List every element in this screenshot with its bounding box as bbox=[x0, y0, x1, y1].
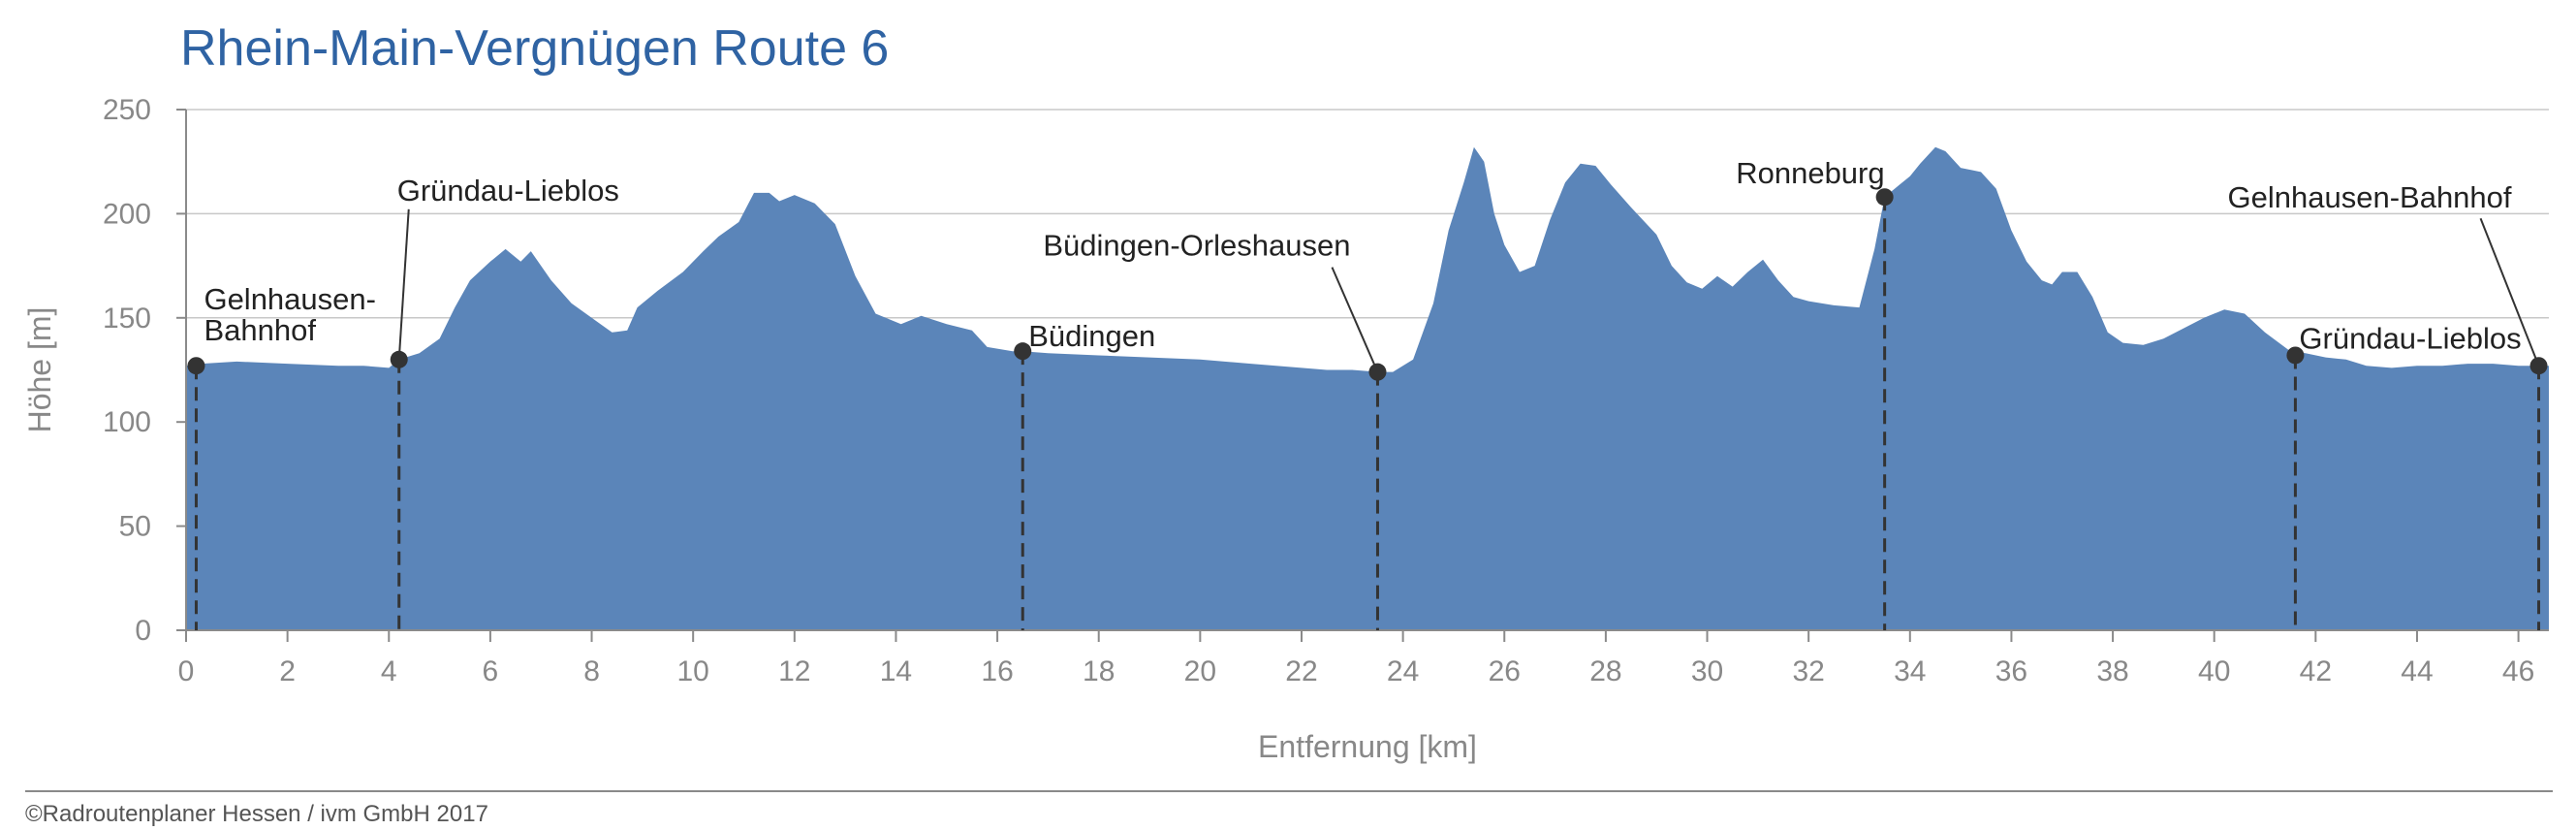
x-tick-label: 0 bbox=[178, 655, 195, 687]
x-tick-label: 28 bbox=[1589, 655, 1621, 687]
x-tick-label: 4 bbox=[381, 655, 397, 687]
copyright-credit: ©Radroutenplaner Hessen / ivm GmbH 2017 bbox=[25, 801, 488, 827]
x-tick-label: 30 bbox=[1691, 655, 1723, 687]
waypoint-label: Gelnhausen-Bahnhof bbox=[2228, 180, 2512, 214]
waypoint-markers: Gelnhausen-Bahnhof Gründau-Lieblos Büdinge… bbox=[187, 156, 2548, 630]
y-tick-label: 50 bbox=[119, 511, 151, 543]
waypoint-marker bbox=[1875, 188, 1894, 207]
waypoint-leader-line bbox=[2479, 217, 2540, 367]
waypoint-label: Bahnhof bbox=[204, 313, 316, 347]
x-tick-label: 22 bbox=[1285, 655, 1317, 687]
waypoint-leader-line bbox=[397, 208, 410, 360]
waypoint-label: Büdingen bbox=[1028, 319, 1155, 353]
x-tick-label: 32 bbox=[1792, 655, 1824, 687]
axes bbox=[176, 109, 2549, 642]
waypoint-label: Büdingen-Orleshausen bbox=[1043, 229, 1350, 263]
x-tick-label: 14 bbox=[880, 655, 912, 687]
waypoint-label: Gründau-Lieblos bbox=[397, 174, 619, 208]
x-tick-label: 10 bbox=[676, 655, 708, 687]
x-tick-label: 12 bbox=[778, 655, 810, 687]
x-tick-label: 6 bbox=[483, 655, 499, 687]
x-tick-label: 2 bbox=[279, 655, 296, 687]
waypoint-marker bbox=[390, 350, 408, 368]
waypoint-marker bbox=[1368, 363, 1387, 381]
waypoint-marker bbox=[2529, 357, 2548, 375]
x-tick-label: 8 bbox=[583, 655, 600, 687]
x-tick-label: 24 bbox=[1387, 655, 1419, 687]
waypoint-marker bbox=[1014, 342, 1032, 361]
waypoint-label: Ronneburg bbox=[1736, 156, 1884, 190]
waypoint-marker bbox=[2286, 346, 2305, 365]
footer-divider bbox=[25, 790, 2553, 792]
y-axis-title: Höhe [m] bbox=[22, 307, 57, 433]
x-tick-label: 34 bbox=[1894, 655, 1926, 687]
y-tick-label: 100 bbox=[103, 406, 151, 438]
x-tick-label: 20 bbox=[1184, 655, 1216, 687]
waypoint-leader-line bbox=[1331, 267, 1379, 373]
y-tick-label: 150 bbox=[103, 303, 151, 335]
x-axis-title: Entfernung [km] bbox=[1258, 729, 1477, 764]
y-tick-label: 250 bbox=[103, 94, 151, 126]
y-tick-label: 0 bbox=[135, 615, 151, 647]
waypoint-label: Gelnhausen- bbox=[204, 282, 376, 316]
x-tick-label: 46 bbox=[2502, 655, 2534, 687]
elevation-area bbox=[186, 146, 2549, 630]
x-tick-label: 36 bbox=[1995, 655, 2027, 687]
x-tick-label: 26 bbox=[1489, 655, 1521, 687]
x-tick-label: 44 bbox=[2401, 655, 2433, 687]
x-tick-label: 40 bbox=[2198, 655, 2230, 687]
x-tick-label: 38 bbox=[2096, 655, 2128, 687]
x-tick-label: 42 bbox=[2300, 655, 2332, 687]
waypoint-label: Gründau-Lieblos bbox=[2299, 321, 2521, 355]
x-tick-label: 18 bbox=[1083, 655, 1115, 687]
elevation-profile-chart: Gelnhausen-Bahnhof Gründau-Lieblos Büdinge… bbox=[22, 94, 2549, 764]
chart-title: Rhein-Main-Vergnügen Route 6 bbox=[180, 20, 890, 77]
waypoint-marker bbox=[187, 357, 205, 375]
x-tick-label: 16 bbox=[981, 655, 1013, 687]
y-tick-label: 200 bbox=[103, 198, 151, 230]
